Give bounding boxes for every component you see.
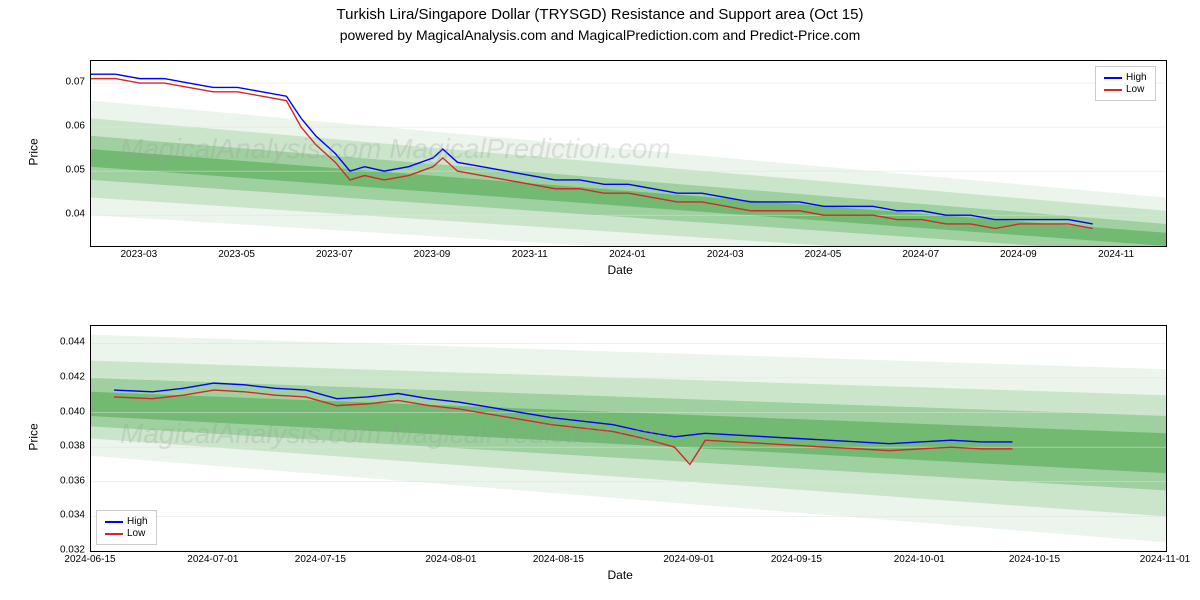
chart1-ylabel: Price <box>27 138 41 165</box>
ytick: 0.034 <box>45 510 85 521</box>
legend-label-low: Low <box>1126 84 1144 95</box>
xtick: 2024-05 <box>783 249 863 260</box>
legend-item-high: High <box>105 516 148 527</box>
chart2-xlabel: Date <box>608 568 633 582</box>
xtick: 2024-09-15 <box>756 554 836 565</box>
chart2-ylabel: Price <box>27 423 41 450</box>
xtick: 2024-10-15 <box>994 554 1074 565</box>
legend-label-high: High <box>127 516 148 527</box>
ytick: 0.044 <box>45 337 85 348</box>
legend-item-high: High <box>1104 72 1147 83</box>
chart-container: Turkish Lira/Singapore Dollar (TRYSGD) R… <box>0 0 1200 600</box>
chart-title: Turkish Lira/Singapore Dollar (TRYSGD) R… <box>0 0 1200 23</box>
xtick: 2023-03 <box>99 249 179 260</box>
xtick: 2023-11 <box>490 249 570 260</box>
xtick: 2024-11-01 <box>1125 554 1200 565</box>
ytick: 0.05 <box>45 165 85 176</box>
xtick: 2024-03 <box>685 249 765 260</box>
ytick: 0.06 <box>45 121 85 132</box>
ytick: 0.036 <box>45 475 85 486</box>
xtick: 2024-07-01 <box>173 554 253 565</box>
chart-subtitle: powered by MagicalAnalysis.com and Magic… <box>0 23 1200 43</box>
legend-swatch-low <box>1104 89 1122 91</box>
ytick: 0.040 <box>45 406 85 417</box>
chart-panel-bottom <box>90 325 1167 552</box>
xtick: 2023-07 <box>294 249 374 260</box>
legend-swatch-low <box>105 533 123 535</box>
xtick: 2024-08-15 <box>518 554 598 565</box>
xtick: 2024-08-01 <box>411 554 491 565</box>
legend-item-low: Low <box>1104 84 1147 95</box>
ytick: 0.04 <box>45 209 85 220</box>
legend-top: High Low <box>1095 66 1156 101</box>
legend-label-low: Low <box>127 528 145 539</box>
legend-bottom: High Low <box>96 510 157 545</box>
chart1-xlabel: Date <box>608 263 633 277</box>
legend-swatch-high <box>105 521 123 523</box>
xtick: 2024-09 <box>978 249 1058 260</box>
legend-swatch-high <box>1104 77 1122 79</box>
xtick: 2024-07 <box>881 249 961 260</box>
xtick: 2023-09 <box>392 249 472 260</box>
chart-panel-top <box>90 60 1167 247</box>
xtick: 2024-06-15 <box>50 554 130 565</box>
ytick: 0.038 <box>45 441 85 452</box>
ytick: 0.042 <box>45 371 85 382</box>
xtick: 2024-07-15 <box>280 554 360 565</box>
xtick: 2023-05 <box>197 249 277 260</box>
legend-item-low: Low <box>105 528 148 539</box>
ytick: 0.07 <box>45 77 85 88</box>
xtick: 2024-11 <box>1076 249 1156 260</box>
legend-label-high: High <box>1126 72 1147 83</box>
xtick: 2024-10-01 <box>879 554 959 565</box>
xtick: 2024-09-01 <box>649 554 729 565</box>
xtick: 2024-01 <box>588 249 668 260</box>
